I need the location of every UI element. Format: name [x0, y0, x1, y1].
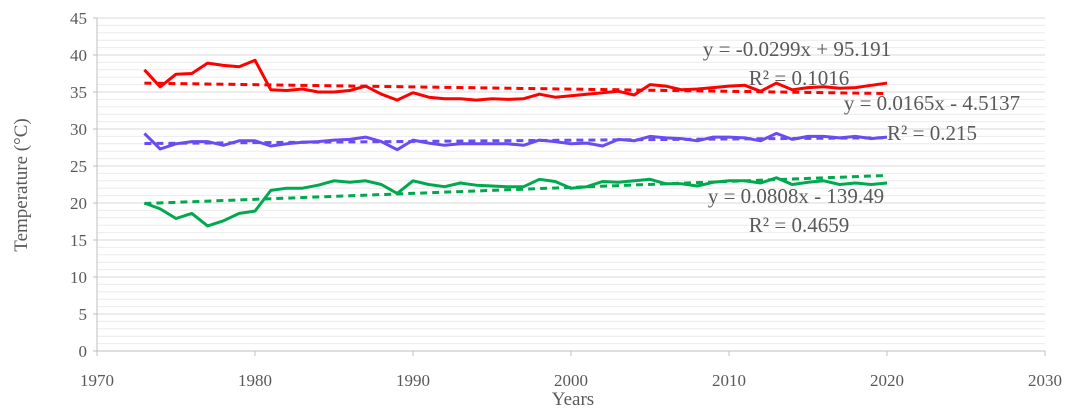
y-tick-label: 25	[70, 157, 87, 176]
trendlines	[144, 81, 888, 206]
y-tick-label: 15	[70, 231, 87, 250]
trend-equation-1: y = -0.0299x + 95.191	[703, 37, 891, 61]
x-tick-label: 2030	[1028, 371, 1062, 390]
series-line-3	[143, 176, 888, 228]
y-tick-label: 0	[79, 342, 88, 361]
gridlines	[97, 17, 1045, 345]
y-tick-label: 20	[70, 194, 87, 213]
x-axis-title: Years	[552, 389, 594, 410]
y-tick-label: 35	[70, 83, 87, 102]
trend-equation-3: y = 0.0808x - 139.49	[708, 184, 884, 208]
trendline-1	[144, 81, 888, 96]
x-tick-label: 2020	[870, 371, 904, 390]
x-tick-label: 2010	[712, 371, 746, 390]
trendline-3	[144, 173, 888, 206]
y-tick-label: 45	[70, 9, 87, 28]
y-tick-label: 30	[70, 120, 87, 139]
x-tick-label: 2000	[554, 371, 588, 390]
y-tick-label: 5	[79, 305, 88, 324]
x-tick-label: 1980	[238, 371, 272, 390]
y-tick-label: 10	[70, 268, 87, 287]
trend-r2-3: R² = 0.4659	[749, 213, 849, 237]
trendline-2	[144, 136, 888, 145]
x-tick-label: 1990	[396, 371, 430, 390]
y-tick-label: 40	[70, 46, 87, 65]
axes	[93, 17, 1046, 356]
y-axis-title: Temperature (°C)	[11, 118, 32, 251]
tick-labels: 0 5 10 15 20 25 30 35 40 45 1970 1980 1990 2000 2010 20…	[70, 9, 1062, 390]
trend-r2-1: R² = 0.1016	[749, 66, 849, 90]
trend-equation-2: y = 0.0165x - 4.5137	[844, 91, 1020, 115]
x-tick-label: 1970	[80, 371, 114, 390]
trend-r2-2: R² = 0.215	[887, 121, 977, 145]
